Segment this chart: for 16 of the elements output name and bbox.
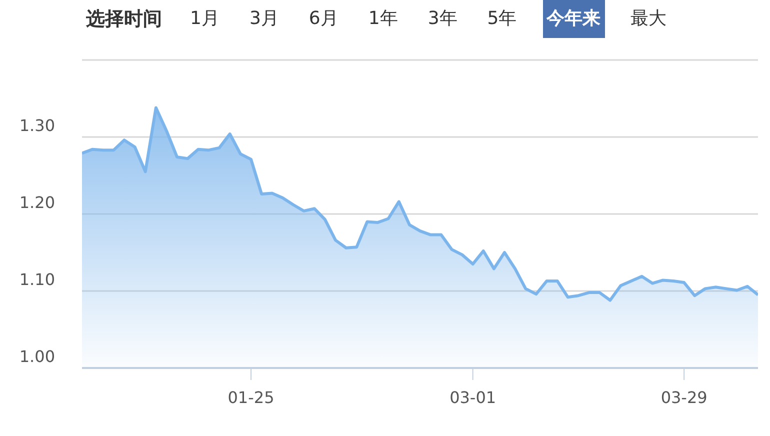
y-tick-label: 1.10 xyxy=(19,270,55,289)
text: 1月 xyxy=(189,7,220,31)
text: 5年 xyxy=(486,7,518,31)
y-tick-label: 1.30 xyxy=(19,116,55,135)
x-tick-label: 01-25 xyxy=(228,388,274,407)
x-tick-label: 03-29 xyxy=(660,388,708,407)
text: 6月 xyxy=(308,7,340,31)
text: 3年 xyxy=(426,7,458,31)
text: 最大 xyxy=(630,7,668,31)
text: 1年 xyxy=(367,7,399,31)
x-tick-label: 03-01 xyxy=(450,388,496,407)
text: 3月 xyxy=(248,7,280,31)
y-tick-label: 1.20 xyxy=(19,193,55,212)
text: 选择时间 xyxy=(85,7,163,32)
text: 今年来 xyxy=(542,0,605,38)
y-tick-label: 1.00 xyxy=(19,347,55,366)
